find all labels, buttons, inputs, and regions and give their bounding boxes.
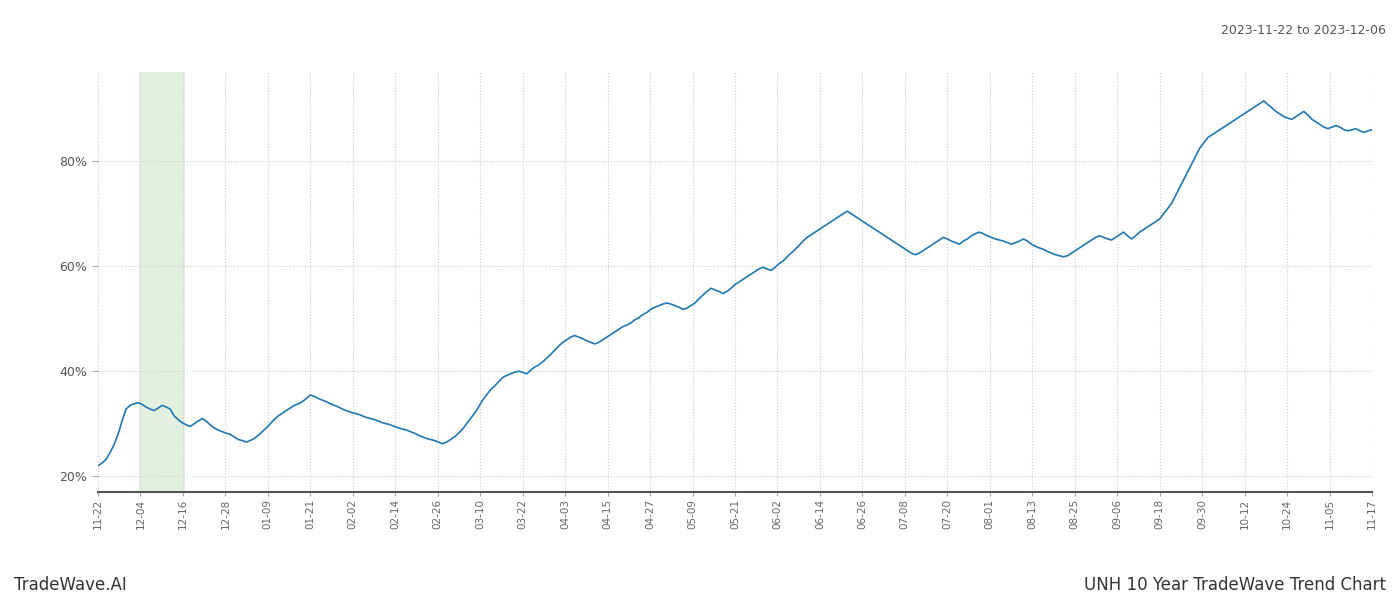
- Text: 2023-11-22 to 2023-12-06: 2023-11-22 to 2023-12-06: [1221, 24, 1386, 37]
- Text: UNH 10 Year TradeWave Trend Chart: UNH 10 Year TradeWave Trend Chart: [1084, 576, 1386, 594]
- Bar: [139, 72, 185, 492]
- Text: TradeWave.AI: TradeWave.AI: [14, 576, 127, 594]
